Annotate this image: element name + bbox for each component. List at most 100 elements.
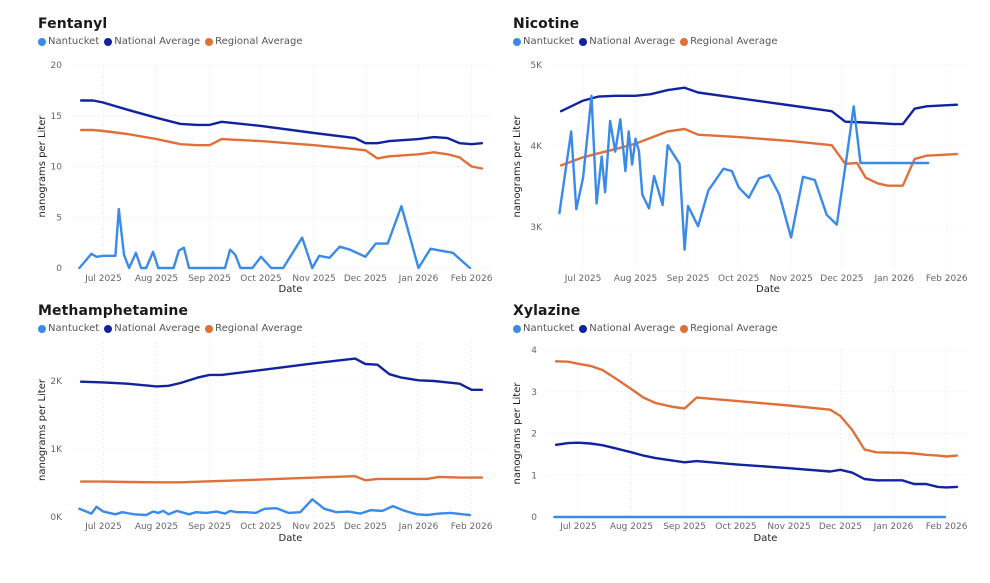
x-tick-label: Jul 2025 [84, 274, 122, 284]
x-tick-label: Nov 2025 [769, 274, 812, 284]
chart-legend: Nantucket National Average Regional Aver… [513, 323, 783, 334]
series-line-nantucket[interactable] [78, 498, 472, 517]
legend-item-national[interactable]: National Average [104, 323, 200, 334]
x-tick-label: Dec 2025 [344, 274, 387, 284]
chart-title: Nicotine [513, 16, 580, 32]
x-tick-label: Jan 2026 [398, 274, 439, 284]
y-tick-label: 0K [50, 513, 63, 523]
x-tick-label: Jan 2026 [874, 274, 915, 284]
chart-legend: Nantucket National Average Regional Aver… [38, 36, 308, 47]
x-tick-label: Jan 2026 [398, 522, 439, 532]
series-line-regional[interactable] [79, 474, 484, 484]
y-tick-label: 4K [530, 142, 543, 152]
legend-item-nantucket[interactable]: Nantucket [513, 323, 574, 334]
y-tick-label: 20 [51, 61, 63, 71]
y-axis-title: nanograms per Liter [512, 382, 523, 485]
series-line-regional[interactable] [554, 360, 959, 458]
x-tick-label: Oct 2025 [240, 522, 281, 532]
y-tick-label: 5K [530, 61, 543, 71]
x-tick-label: Dec 2025 [819, 522, 862, 532]
x-tick-label: Jul 2025 [559, 522, 597, 532]
x-axis-title: Date [279, 284, 303, 295]
y-tick-label: 4 [531, 346, 537, 356]
legend-dot-icon [680, 324, 689, 333]
chart-title: Methamphetamine [38, 303, 189, 319]
y-tick-label: 2K [50, 377, 63, 387]
x-tick-label: Feb 2026 [451, 522, 493, 532]
x-tick-label: Aug 2025 [135, 274, 178, 284]
x-tick-label: Sep 2025 [663, 522, 706, 532]
x-tick-label: Feb 2026 [926, 522, 968, 532]
plot-area: 0 1 2 3 4 Jul 2025 Aug 2025 Sep 2025 Oct 2025 Nov… [512, 346, 968, 544]
x-tick-label: Nov 2025 [292, 522, 335, 532]
legend-dot-icon [104, 324, 113, 333]
x-axis-title: Date [279, 533, 303, 544]
legend-item-regional[interactable]: Regional Average [680, 36, 778, 47]
methamphetamine-chart: Methamphetamine Nantucket National Avera… [37, 303, 533, 583]
legend-dot-icon [104, 37, 113, 46]
legend-item-national[interactable]: National Average [104, 36, 200, 47]
x-tick-label: Oct 2025 [240, 274, 281, 284]
x-tick-label: Jul 2025 [84, 522, 122, 532]
y-tick-label: 1K [50, 445, 63, 455]
x-tick-label: Aug 2025 [614, 274, 657, 284]
legend-item-regional[interactable]: Regional Average [205, 36, 303, 47]
legend-item-regional[interactable]: Regional Average [205, 323, 303, 334]
legend-item-national[interactable]: National Average [579, 36, 675, 47]
series-line-national[interactable] [554, 441, 959, 489]
legend-item-national[interactable]: National Average [579, 323, 675, 334]
y-tick-label: 2 [531, 430, 537, 440]
series-line-regional[interactable] [559, 127, 959, 187]
y-tick-label: 10 [51, 163, 63, 173]
x-tick-label: Oct 2025 [715, 522, 756, 532]
chart-legend: Nantucket National Average Regional Aver… [513, 36, 783, 47]
x-axis-title: Date [754, 533, 778, 544]
x-tick-label: Sep 2025 [667, 274, 710, 284]
x-tick-label: Sep 2025 [188, 522, 231, 532]
x-tick-label: Feb 2026 [451, 274, 493, 284]
y-axis-title: nanograms per Liter [512, 115, 523, 218]
series-line-nantucket[interactable] [558, 94, 930, 251]
chart-title: Xylazine [513, 303, 581, 319]
series-line-nantucket[interactable] [78, 204, 472, 270]
x-tick-label: Nov 2025 [292, 274, 335, 284]
legend-dot-icon [205, 324, 214, 333]
legend-dot-icon [680, 37, 689, 46]
y-axis-title: nanograms per Liter [37, 378, 48, 481]
x-tick-label: Jan 2026 [873, 522, 914, 532]
plot-area: 0 5 10 15 20 Jul 2025 Aug 2025 Sep 2025 Oct 2025… [37, 61, 493, 295]
y-tick-label: 3K [530, 223, 543, 233]
y-tick-label: 0 [56, 264, 62, 274]
legend-item-nantucket[interactable]: Nantucket [38, 323, 99, 334]
y-tick-label: 0 [531, 513, 537, 523]
y-tick-label: 1 [531, 471, 537, 481]
legend-item-nantucket[interactable]: Nantucket [38, 36, 99, 47]
series-line-national[interactable] [559, 86, 959, 126]
x-tick-label: Sep 2025 [188, 274, 231, 284]
fentanyl-chart: Fentanyl Nantucket National Average Regi… [37, 16, 533, 296]
legend-item-nantucket[interactable]: Nantucket [513, 36, 574, 47]
legend-dot-icon [579, 37, 588, 46]
legend-dot-icon [38, 324, 46, 333]
x-tick-label: Feb 2026 [926, 274, 968, 284]
chart-legend: Nantucket National Average Regional Aver… [38, 323, 308, 334]
plot-area: 0K 1K 2K Jul 2025 Aug 2025 Sep 2025 Oct 2025 No… [37, 343, 493, 544]
legend-dot-icon [513, 324, 521, 333]
y-tick-label: 15 [51, 112, 62, 122]
legend-dot-icon [205, 37, 214, 46]
series-line-national[interactable] [79, 99, 484, 146]
nicotine-chart: Nicotine Nantucket National Average Regi… [512, 16, 990, 296]
y-axis-title: nanograms per Liter [37, 115, 48, 218]
x-tick-label: Nov 2025 [767, 522, 810, 532]
plot-area: 3K 4K 5K Jul 2025 Aug 2025 Sep 2025 Oct 2025 No… [512, 61, 968, 295]
legend-item-regional[interactable]: Regional Average [680, 323, 778, 334]
series-line-national[interactable] [79, 357, 484, 392]
x-axis-title: Date [756, 284, 780, 295]
y-tick-label: 5 [56, 213, 62, 223]
x-tick-label: Aug 2025 [135, 522, 178, 532]
chart-title: Fentanyl [38, 16, 108, 32]
x-tick-label: Dec 2025 [820, 274, 863, 284]
y-tick-label: 3 [531, 388, 537, 398]
series-line-regional[interactable] [79, 128, 484, 170]
xylazine-chart: Xylazine Nantucket National Average Regi… [512, 303, 990, 583]
